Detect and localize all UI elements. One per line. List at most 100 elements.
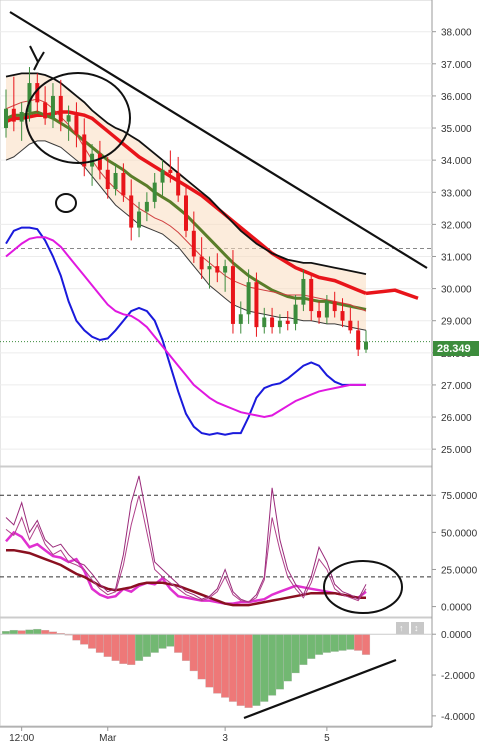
histogram-bar <box>17 630 26 635</box>
candle <box>27 67 32 122</box>
line-ma_red_thick <box>5 110 367 296</box>
osc-tick-label: 25.0000 <box>441 565 478 576</box>
candle-body <box>301 278 306 305</box>
osc-dark_red <box>6 548 366 607</box>
histogram-bar <box>228 634 238 702</box>
candle <box>356 320 361 357</box>
candle <box>35 73 40 112</box>
histogram-bar <box>338 634 347 651</box>
histogram-bar <box>25 629 34 635</box>
histogram-bar <box>252 634 261 706</box>
histogram-bar <box>33 628 42 635</box>
candle-body <box>246 282 251 315</box>
candle <box>340 298 345 328</box>
histogram-bar <box>80 634 89 645</box>
line-ma_thin_red <box>5 98 367 312</box>
candle <box>270 307 275 334</box>
candle-body <box>43 102 48 119</box>
x-tick-label: Mar <box>99 733 117 744</box>
candle <box>58 79 63 132</box>
candle <box>317 301 322 324</box>
price-tick-label: 34.000 <box>441 156 472 167</box>
candle <box>348 307 353 334</box>
circle-annotation-top <box>25 72 131 164</box>
price-tick-label: 35.000 <box>441 124 472 135</box>
candle <box>191 211 196 263</box>
candle-body <box>129 195 134 228</box>
candle-body <box>332 301 337 312</box>
price-tick-label: 25.000 <box>441 445 472 456</box>
up-arrow-icon: ↑ <box>399 623 404 633</box>
histogram-bar <box>221 634 230 698</box>
candle-body <box>58 95 63 122</box>
candle-body <box>270 317 275 328</box>
candle <box>90 144 95 186</box>
candle <box>176 156 181 202</box>
price-tick-label: 33.000 <box>441 188 472 199</box>
candle-body <box>113 172 118 190</box>
candle <box>82 118 87 177</box>
candle <box>223 259 228 292</box>
histogram-bar <box>189 634 198 672</box>
candle <box>207 256 212 289</box>
circle-annotation-oscillator <box>323 560 403 614</box>
candle-body <box>35 83 40 103</box>
candle-body <box>262 317 267 328</box>
candle-body <box>199 256 204 270</box>
x-tick-label: 5 <box>324 733 330 744</box>
candle <box>230 250 235 334</box>
histogram-bar <box>283 634 292 682</box>
price-y-axis: 25.00026.00027.00028.00029.00030.00031.0… <box>432 28 472 456</box>
candle-body <box>207 266 212 270</box>
histogram-bar <box>119 634 128 664</box>
histogram-bar <box>166 634 175 647</box>
histogram-bar <box>103 634 112 657</box>
histogram-bars <box>0 628 432 708</box>
histogram-bar <box>244 634 253 708</box>
candle-body <box>184 195 188 231</box>
arrow-annotation <box>29 45 45 71</box>
panel-updown-button[interactable]: ↕ <box>411 622 424 634</box>
histogram-bar <box>158 634 167 649</box>
oscillator-lines <box>5 475 367 607</box>
candle <box>285 311 290 331</box>
downtrend-line <box>9 11 428 269</box>
candle-body <box>160 169 165 183</box>
candle <box>238 301 243 334</box>
candle-body <box>238 314 243 324</box>
price-tick-label: 38.000 <box>441 28 472 39</box>
line-magenta <box>5 236 366 419</box>
candle-body <box>74 115 79 135</box>
histogram-bar <box>150 634 159 653</box>
candle <box>324 295 329 324</box>
histogram-bar <box>299 634 308 665</box>
hist-tick-label: -2.0000 <box>441 671 475 682</box>
candle-body <box>348 320 353 331</box>
candle <box>160 160 165 196</box>
candle-body <box>50 95 55 119</box>
histogram-bar <box>268 634 277 696</box>
osc-purple_b <box>5 495 367 603</box>
candle <box>184 185 188 238</box>
candle <box>293 295 298 331</box>
oscillator-y-axis: 0.0000 25.0000 50.0000 75.0000 <box>432 491 478 614</box>
candle <box>19 102 24 141</box>
panel-up-button[interactable]: ↑ <box>396 622 409 634</box>
candle <box>105 156 110 199</box>
candle-body <box>340 311 345 321</box>
candle <box>74 102 79 148</box>
candle-body <box>317 311 322 318</box>
candle-body <box>144 201 149 212</box>
candle-body <box>324 301 329 318</box>
candle <box>129 179 134 241</box>
histogram-trend-line <box>243 658 397 720</box>
candle <box>66 105 71 141</box>
histogram-bar <box>95 634 104 653</box>
candle <box>144 192 149 222</box>
candle-body <box>97 153 102 170</box>
histogram-bar <box>72 634 81 641</box>
candle-body <box>191 230 196 257</box>
candle-body <box>223 266 228 273</box>
candle-body <box>82 134 87 167</box>
histogram-bar <box>322 634 331 653</box>
